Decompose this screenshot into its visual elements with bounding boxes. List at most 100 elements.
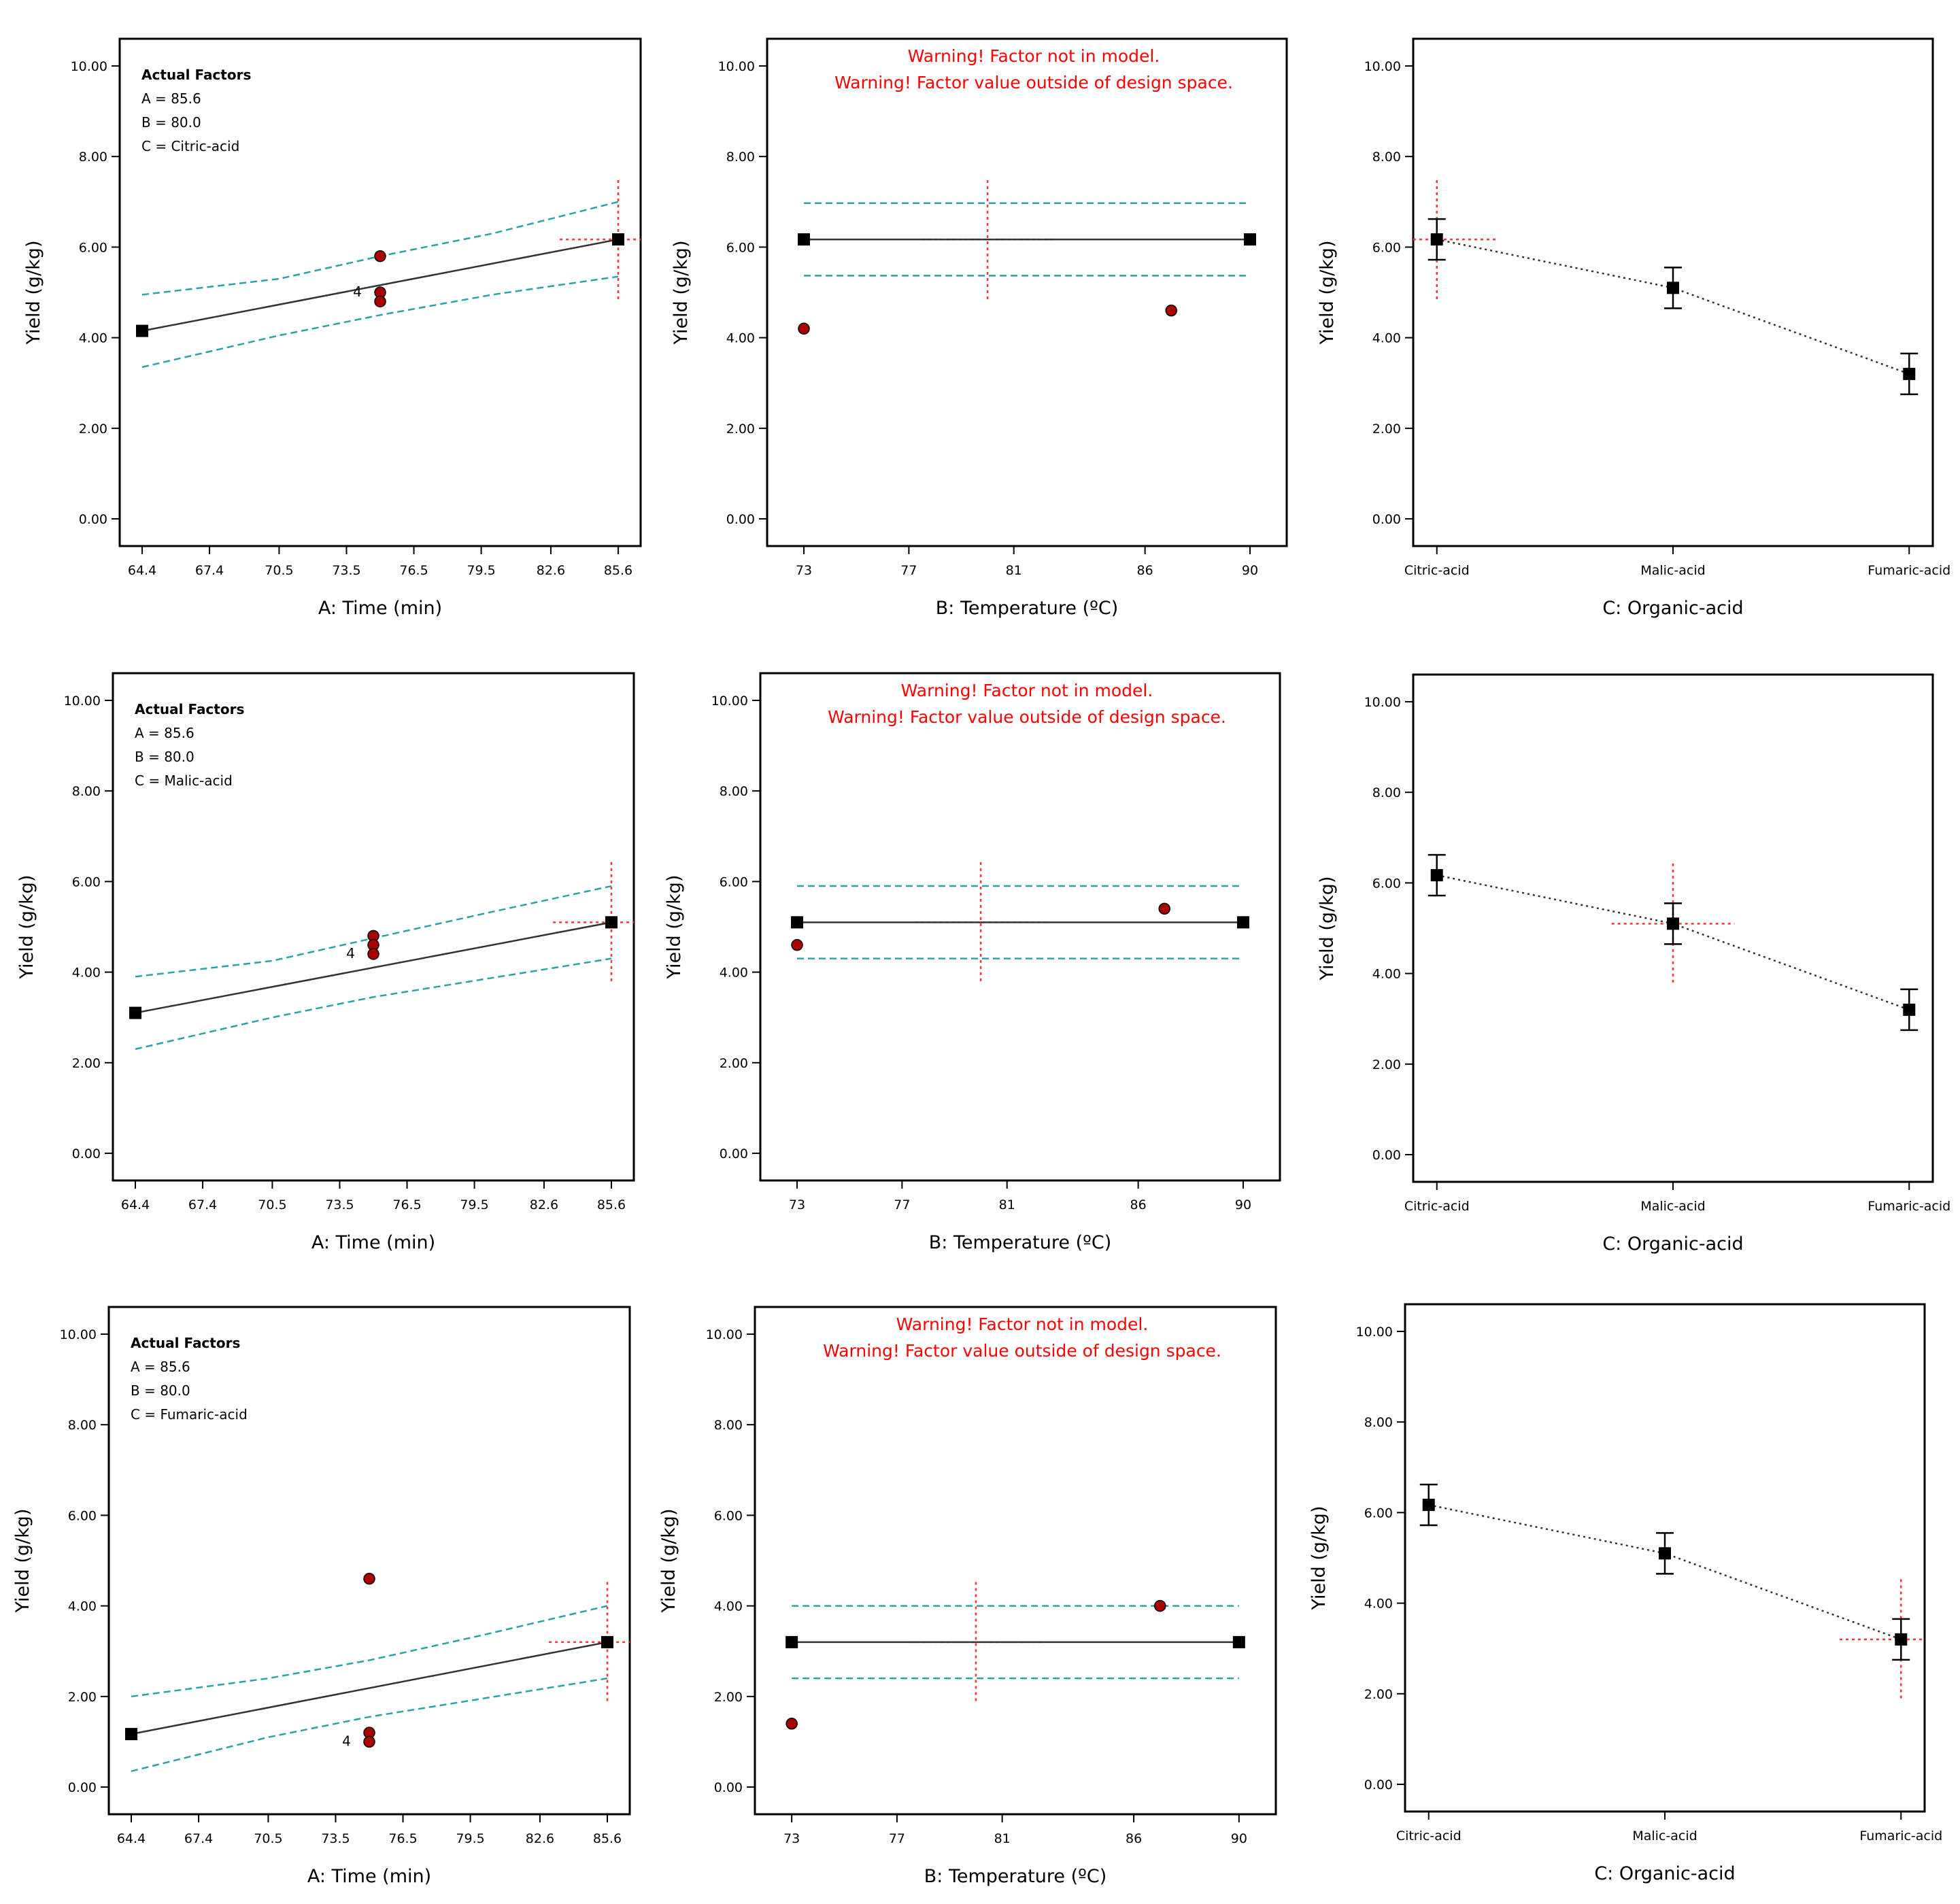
charts-5-xtick-label: 73: [789, 1197, 805, 1212]
charts-9: 0.00 2.00 4.00 6.00 8.00 10.00 Citric-acid Mali…: [1308, 1303, 1942, 1884]
charts-8-ylabel: Yield (g/kg): [658, 1509, 679, 1614]
charts-7-legend-line: B = 80.0: [131, 1382, 190, 1399]
charts-8-xtick-label: 77: [889, 1831, 905, 1846]
charts-8-xtick-label: 86: [1126, 1831, 1142, 1846]
charts-3-ytick-label: 0.00: [1372, 512, 1401, 527]
charts-1-ytick-label: 2.00: [79, 422, 107, 437]
charts-5-plot-frame: [759, 672, 1281, 1182]
charts-5-design-point: [791, 938, 803, 951]
charts-2-xtick-label: 90: [1242, 563, 1258, 578]
charts-4-fit-endpoint: [129, 1006, 142, 1019]
charts-1-fit-line: [141, 238, 619, 332]
charts-9-mean-marker: [1659, 1547, 1671, 1560]
charts-7-legend-title: Actual Factors: [131, 1335, 240, 1351]
charts-8-xlabel: B: Temperature (ºC): [924, 1866, 1106, 1887]
charts-2-warning: Warning! Factor value outside of design …: [834, 73, 1233, 92]
charts-6-ytick-label: 10.00: [1364, 695, 1401, 710]
charts-1-ytick-label: 0.00: [79, 512, 107, 527]
charts-4-ci-lower: [135, 957, 612, 1051]
charts-7-fit-endpoint: [125, 1728, 138, 1741]
charts-4-plot-frame: [112, 672, 635, 1182]
charts-3-ytick-label: 4.00: [1372, 331, 1401, 346]
charts-7: 0.00 2.00 4.00 6.00 8.00 10.00 64.4 67.4 70.5 73.…: [12, 1306, 631, 1887]
charts-4-ytick-label: 8.00: [72, 784, 101, 799]
charts-2-ytick-label: 0.00: [726, 512, 755, 527]
charts-1-xtick-label: 73.5: [332, 563, 360, 578]
charts-1-xlabel: A: Time (min): [318, 598, 442, 619]
charts-3-xlabel: C: Organic-acid: [1602, 598, 1743, 619]
charts-7-replicate-label: 4: [342, 1733, 351, 1749]
charts-8-fit-endpoint: [1232, 1635, 1245, 1648]
charts-1: 0.00 2.00 4.00 6.00 8.00 10.00 64.4 67.4 70.5 73.…: [23, 37, 642, 619]
charts-1-xtick-label: 70.5: [265, 563, 293, 578]
charts-8-design-point: [785, 1718, 798, 1730]
charts-7-design-point: [363, 1735, 375, 1748]
charts-4-xtick-label: 73.5: [325, 1197, 354, 1212]
charts-5-fit-endpoint: [1236, 916, 1249, 929]
charts-3-ytick-label: 2.00: [1372, 422, 1401, 437]
charts-8-ytick-label: 2.00: [714, 1690, 743, 1705]
charts-1-fit-endpoint: [136, 324, 149, 337]
charts-9-xtick-label: Fumaric-acid: [1859, 1829, 1942, 1843]
charts-8-plot-frame: [754, 1306, 1277, 1816]
charts-6-ytick-label: 6.00: [1372, 876, 1401, 891]
charts-5-ytick-label: 6.00: [720, 874, 748, 889]
charts-7-xtick-label: 79.5: [456, 1831, 484, 1846]
charts-7-ytick-label: 4.00: [68, 1599, 97, 1614]
charts-5-xlabel: B: Temperature (ºC): [929, 1232, 1111, 1253]
charts-4-ytick-label: 0.00: [72, 1146, 101, 1161]
charts-9-xtick-label: Citric-acid: [1396, 1829, 1461, 1843]
charts-5-ytick-label: 2.00: [720, 1056, 748, 1071]
charts-2-ylabel: Yield (g/kg): [671, 241, 692, 345]
charts-4-legend-line: C = Malic-acid: [135, 772, 233, 789]
charts-4: 0.00 2.00 4.00 6.00 8.00 10.00 64.4 67.4 70.5 73.…: [16, 672, 635, 1253]
charts-8-warning: Warning! Factor not in model.: [896, 1314, 1149, 1334]
charts-7-legend-line: C = Fumaric-acid: [131, 1406, 248, 1423]
charts-7-design-point: [363, 1572, 375, 1585]
charts-7-xtick-label: 67.4: [184, 1831, 213, 1846]
charts-5-fit-endpoint: [791, 916, 804, 929]
charts-4-ytick-label: 6.00: [72, 874, 101, 889]
charts-6-xtick-label: Citric-acid: [1404, 1199, 1470, 1214]
charts-7-xtick-label: 64.4: [117, 1831, 146, 1846]
charts-5-xtick-label: 77: [894, 1197, 910, 1212]
charts-2-ytick-label: 4.00: [726, 331, 755, 346]
charts-6-ylabel: Yield (g/kg): [1317, 877, 1338, 981]
charts-1-legend-line: B = 80.0: [141, 114, 201, 131]
charts-7-ytick-label: 10.00: [60, 1327, 97, 1342]
charts-3-mean-marker: [1667, 282, 1679, 294]
charts-4-xtick-label: 67.4: [188, 1197, 217, 1212]
charts-7-ytick-label: 0.00: [68, 1780, 97, 1795]
charts-4-xlabel: A: Time (min): [311, 1232, 435, 1253]
charts-9-ytick-label: 8.00: [1364, 1415, 1393, 1430]
charts-1-ylabel: Yield (g/kg): [23, 241, 44, 345]
charts-5-design-point: [1158, 902, 1170, 915]
charts-8-xtick-label: 81: [994, 1831, 1011, 1846]
charts-2-ytick-label: 10.00: [718, 59, 755, 74]
charts-4-ylabel: Yield (g/kg): [16, 875, 37, 980]
charts-1-design-point: [374, 250, 386, 262]
charts-4-fit-line: [135, 921, 612, 1014]
charts-9-xtick-label: Malic-acid: [1632, 1829, 1697, 1843]
charts-5-ytick-label: 8.00: [720, 784, 748, 799]
charts-1-legend-line: C = Citric-acid: [141, 138, 239, 154]
charts-7-legend-line: A = 85.6: [131, 1359, 190, 1375]
charts-3-mean-marker: [1903, 367, 1916, 380]
charts-7-xlabel: A: Time (min): [307, 1866, 431, 1887]
charts-9-ytick-label: 2.00: [1364, 1687, 1393, 1702]
charts-2-design-point: [798, 322, 810, 335]
charts-4-fit-endpoint: [605, 916, 618, 929]
charts-8-design-point: [1154, 1599, 1166, 1612]
charts-9-ytick-label: 10.00: [1356, 1325, 1393, 1340]
charts-2-xtick-label: 73: [796, 563, 812, 578]
charts-3-ylabel: Yield (g/kg): [1317, 241, 1338, 345]
charts-1-xtick-label: 82.6: [537, 563, 565, 578]
charts-6-xtick-label: Fumaric-acid: [1868, 1199, 1950, 1214]
charts-2-plot-frame: [766, 37, 1288, 547]
charts-9-ytick-label: 4.00: [1364, 1597, 1393, 1612]
charts-9-mean-marker: [1422, 1499, 1435, 1512]
charts-2-xtick-label: 86: [1137, 563, 1153, 578]
charts-7-xtick-label: 82.6: [526, 1831, 554, 1846]
charts-4-xtick-label: 70.5: [258, 1197, 286, 1212]
